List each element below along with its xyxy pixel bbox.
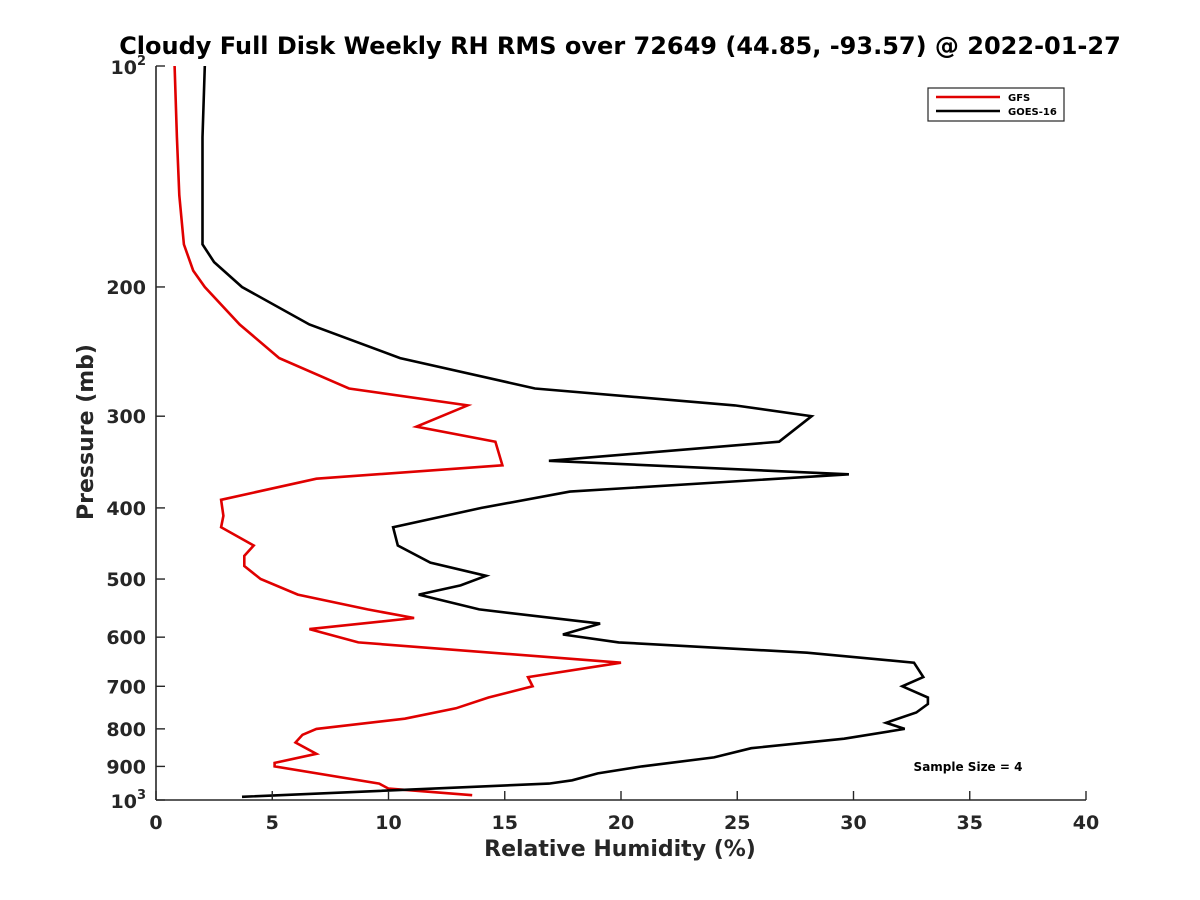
x-tick-label: 25 xyxy=(724,812,750,834)
series-line-gfs xyxy=(173,65,622,797)
y-axis-label: Pressure (mb) xyxy=(74,344,99,520)
legend-label: GOES-16 xyxy=(1008,107,1057,118)
x-tick-label: 15 xyxy=(492,812,518,834)
y-tick-label: 200 xyxy=(106,277,146,299)
axes-layer: 0 5 10 15 20 25 30 35 40 102 200 300 400 500 600 700 800… xyxy=(106,54,1099,834)
x-tick-label: 0 xyxy=(149,812,162,834)
series-line-goes-16 xyxy=(201,65,930,799)
y-tick-label: 500 xyxy=(106,569,146,591)
legend-label: GFS xyxy=(1008,93,1030,104)
legend: GFS GOES-16 xyxy=(927,87,1065,122)
legend-box xyxy=(927,87,1065,122)
y-tick-label: 700 xyxy=(106,676,146,698)
x-tick-label: 35 xyxy=(957,812,983,834)
x-tick-label: 30 xyxy=(840,812,866,834)
x-tick-label: 10 xyxy=(375,812,401,834)
x-axis-label: Relative Humidity (%) xyxy=(484,837,756,862)
x-tick-label: 20 xyxy=(608,812,634,834)
y-tick-label: 300 xyxy=(106,406,146,428)
sample-size-annotation: Sample Size = 4 xyxy=(914,760,1023,774)
x-tick-label: 40 xyxy=(1073,812,1099,834)
y-tick-label: 900 xyxy=(106,756,146,778)
y-tick-label: 800 xyxy=(106,719,146,741)
y-tick-label: 600 xyxy=(106,627,146,649)
y-tick-label: 102 xyxy=(111,54,147,79)
series-layer xyxy=(173,65,930,799)
y-tick-label: 103 xyxy=(111,788,147,813)
y-tick-label: 400 xyxy=(106,498,146,520)
x-tick-label: 5 xyxy=(266,812,279,834)
chart-title: Cloudy Full Disk Weekly RH RMS over 7264… xyxy=(119,32,1121,60)
